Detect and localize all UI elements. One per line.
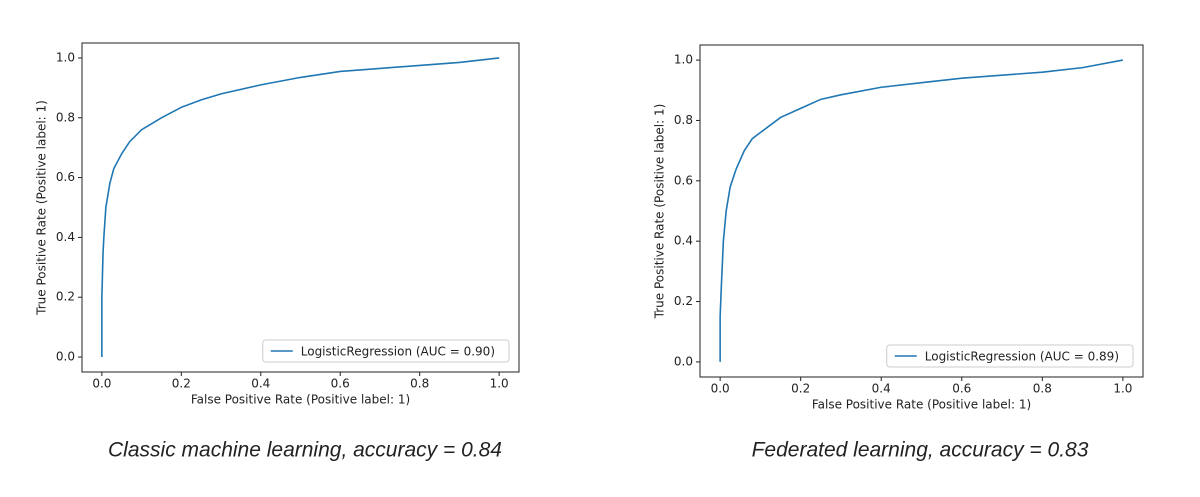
x-axis-label: False Positive Rate (Positive label: 1) <box>191 393 410 407</box>
x-tick-label: 1.0 <box>1113 382 1132 396</box>
caption: Federated learning, accuracy = 0.83 <box>752 439 1089 462</box>
x-tick-label: 1.0 <box>490 377 509 391</box>
x-tick-label: 0.4 <box>251 377 270 391</box>
x-tick-label: 0.0 <box>711 382 730 396</box>
x-tick-label: 0.8 <box>1033 382 1052 396</box>
plot-frame <box>81 42 520 373</box>
x-tick-label: 0.0 <box>92 377 111 391</box>
y-tick-label: 0.8 <box>56 110 75 124</box>
y-tick-label: 1.0 <box>674 53 693 67</box>
y-tick-label: 0.2 <box>56 290 75 304</box>
y-tick-label: 0.6 <box>674 173 693 187</box>
plot-frame <box>699 44 1144 378</box>
caption: Classic machine learning, accuracy = 0.8… <box>108 439 502 462</box>
legend-label: LogisticRegression (AUC = 0.90) <box>301 345 495 359</box>
y-tick-label: 1.0 <box>56 50 75 64</box>
x-axis-label: False Positive Rate (Positive label: 1) <box>812 398 1031 412</box>
x-tick-label: 0.6 <box>952 382 971 396</box>
x-tick-label: 0.2 <box>791 382 810 396</box>
y-axis-label: True Positive Rate (Positive label: 1) <box>35 100 49 316</box>
legend: LogisticRegression (AUC = 0.89) <box>886 344 1134 368</box>
x-tick-label: 0.6 <box>331 377 350 391</box>
y-tick-label: 0.2 <box>674 294 693 308</box>
x-tick-label: 0.2 <box>172 377 191 391</box>
y-tick-label: 0.8 <box>674 113 693 127</box>
legend-label: LogisticRegression (AUC = 0.89) <box>925 350 1119 364</box>
y-tick-label: 0.6 <box>56 170 75 184</box>
y-axis-label: True Positive Rate (Positive label: 1) <box>653 104 667 320</box>
y-tick-label: 0.0 <box>56 350 75 364</box>
x-tick-label: 0.4 <box>872 382 891 396</box>
legend-box <box>262 339 510 363</box>
y-tick-label: 0.0 <box>674 354 693 368</box>
legend: LogisticRegression (AUC = 0.90) <box>262 339 510 363</box>
legend-box <box>886 344 1134 368</box>
x-tick-label: 0.8 <box>410 377 429 391</box>
roc-line <box>719 59 1124 362</box>
y-tick-label: 0.4 <box>674 234 693 248</box>
y-tick-label: 0.4 <box>56 230 75 244</box>
roc-line <box>101 57 500 358</box>
